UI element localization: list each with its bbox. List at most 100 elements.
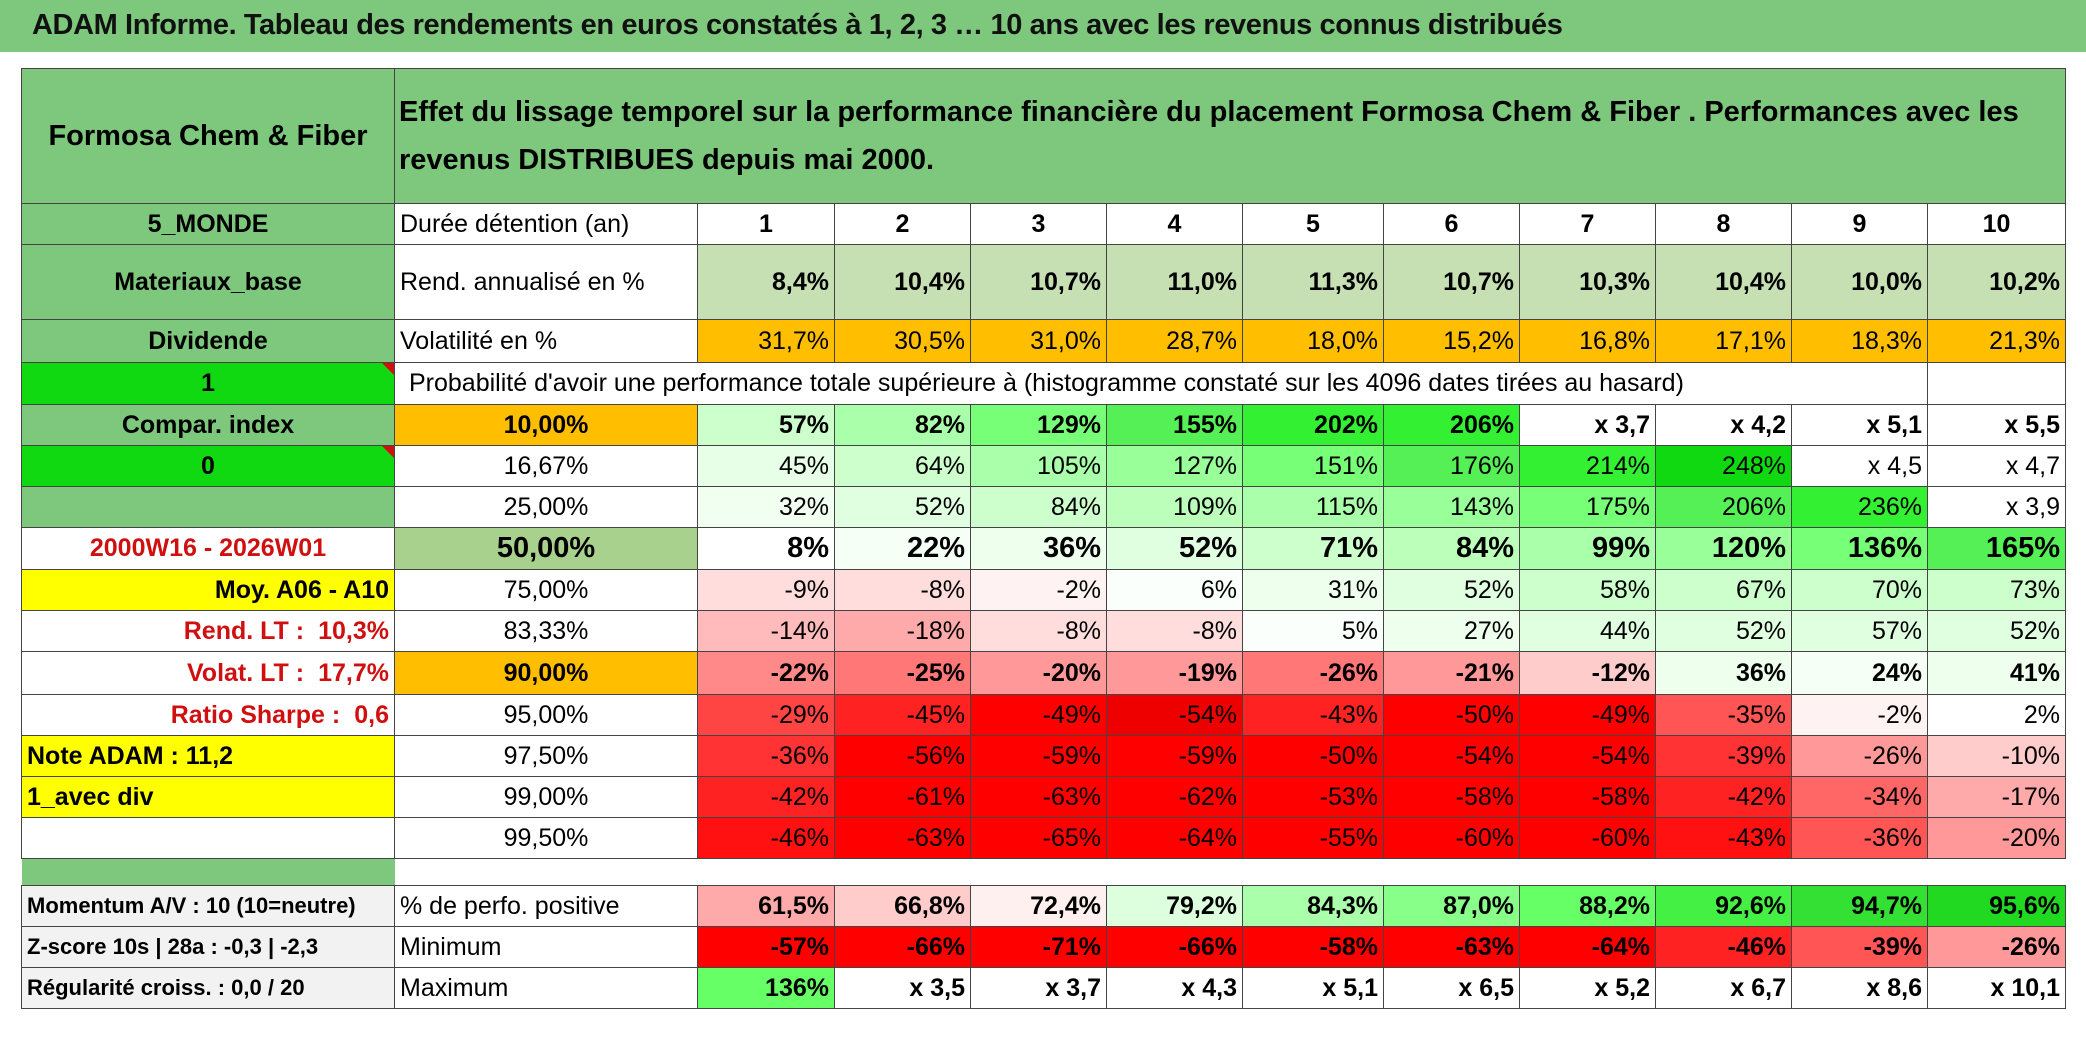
prob-value: 41% [1926, 651, 2067, 695]
volat-label: Volatilité en % [394, 319, 698, 363]
prob-value: x 5,1 [1791, 404, 1928, 446]
volat-value: 21,3% [1926, 319, 2067, 363]
prob-row: Compar. index 10,00% 57% 82% 129% 155% 202% 206… [21, 404, 2067, 446]
prob-value: -2% [1791, 694, 1928, 736]
perfo_pos-value: 92,6% [1655, 885, 1792, 927]
avec-div: 1_avec div [21, 776, 395, 818]
perfo-pos-label: % de perfo. positive [394, 885, 698, 927]
prob-value: 105% [970, 445, 1107, 487]
prob-value: -49% [1519, 694, 1656, 736]
prob-row: 0 16,67% 45% 64% 105% 127% 151% 176% 214% 248% x 4… [21, 445, 2067, 487]
maximum-value: x 5,1 [1242, 967, 1384, 1009]
perfo_pos-value: 88,2% [1519, 885, 1656, 927]
prob-value: 52% [1106, 527, 1243, 570]
prob-value: -17% [1926, 776, 2067, 818]
perfo_pos-value: 61,5% [697, 885, 835, 927]
prob-value: 52% [834, 486, 971, 528]
prob-value: 82% [834, 404, 971, 446]
prob-value: -62% [1106, 776, 1243, 818]
header-description: Effet du lissage temporel sur la perform… [393, 68, 2067, 204]
prob-value: -46% [697, 817, 835, 859]
maximum-value: x 10,1 [1926, 967, 2067, 1009]
prob-value: -35% [1655, 694, 1792, 736]
spacer-green-cell [21, 858, 395, 886]
maximum-row: Régularité croiss. : 0,0 / 20 Maximum 136%… [21, 967, 2067, 1009]
threshold-pct: 97,50% [394, 735, 698, 777]
prob-value: 27% [1383, 610, 1520, 652]
prob-value: 175% [1519, 486, 1656, 528]
prob-row: 25,00% 32% 52% 84% 109% 115% 143% 175% 206% 236% x… [21, 486, 2067, 528]
prob-value: 52% [1383, 569, 1520, 611]
prob-value: -59% [970, 735, 1107, 777]
rend-value: 11,3% [1242, 244, 1384, 320]
region-label: 5_MONDE [21, 203, 395, 245]
prob-value: -42% [1655, 776, 1792, 818]
prob-value: 248% [1655, 445, 1792, 487]
rend-lt: Rend. LT : 10,3% [21, 610, 395, 652]
prob-value: -29% [697, 694, 835, 736]
prob-value: -2% [970, 569, 1107, 611]
maximum-value: x 3,5 [834, 967, 971, 1009]
maximum-value: x 8,6 [1791, 967, 1928, 1009]
report-title-bar: ADAM Informe. Tableau des rendements en … [0, 0, 2086, 52]
rend-value: 11,0% [1106, 244, 1243, 320]
prob-value: 2% [1926, 694, 2067, 736]
perfo_pos-value: 94,7% [1791, 885, 1928, 927]
perfo_pos-value: 79,2% [1106, 885, 1243, 927]
minimum-value: -71% [970, 926, 1107, 968]
maximum-value: x 5,2 [1519, 967, 1656, 1009]
prob-value: 24% [1791, 651, 1928, 695]
minimum-value: -63% [1383, 926, 1520, 968]
moy-label: Moy. A06 - A10 [21, 569, 395, 611]
prob-value: -36% [1791, 817, 1928, 859]
prob-value: 52% [1926, 610, 2067, 652]
ratio-sharpe-label: Ratio Sharpe : [170, 700, 341, 729]
ratio-sharpe-value: 0,6 [354, 700, 389, 729]
prob-row: Ratio Sharpe :0,6 95,00% -29% -45% -49% -54% -… [21, 694, 2067, 736]
prob-value: -63% [970, 776, 1107, 818]
rend-value: 10,4% [1655, 244, 1792, 320]
prob-row: Note ADAM : 11,2 97,50% -36% -56% -59% -59% -5… [21, 735, 2067, 777]
maximum-label: Maximum [394, 967, 698, 1009]
prob-value: x 4,2 [1655, 404, 1792, 446]
year-header: 5 [1242, 203, 1384, 245]
rend-lt-value: 10,3% [318, 616, 389, 645]
maximum-value: x 4,3 [1106, 967, 1243, 1009]
prob-value: 206% [1655, 486, 1792, 528]
prob-value: 73% [1926, 569, 2067, 611]
prob-value: 129% [970, 404, 1107, 446]
note-adam: Note ADAM : 11,2 [21, 735, 395, 777]
prob-row: Rend. LT :10,3% 83,33% -14% -18% -8% -8% 5% 27%… [21, 610, 2067, 652]
prob-value: 127% [1106, 445, 1243, 487]
rend-value: 10,7% [970, 244, 1107, 320]
volat-value: 16,8% [1519, 319, 1656, 363]
spacer-blank-cell [395, 859, 2066, 886]
minimum-value: -64% [1519, 926, 1656, 968]
prob-value: -19% [1106, 651, 1243, 695]
maximum-value: x 3,7 [970, 967, 1107, 1009]
year-header: 6 [1383, 203, 1520, 245]
rend-row: Materiaux_base Rend. annualisé en % 8,4%… [21, 244, 2067, 320]
prob-value: 32% [697, 486, 835, 528]
prob-value: -59% [1106, 735, 1243, 777]
prob-value: -12% [1519, 651, 1656, 695]
prob-value: 64% [834, 445, 971, 487]
prob-value: x 5,5 [1926, 404, 2067, 446]
prob-value: -8% [970, 610, 1107, 652]
proba-label: Probabilité d'avoir une performance tota… [394, 362, 1928, 405]
volat-lt: Volat. LT : 17,7% [21, 651, 395, 695]
threshold-pct: 90,00% [394, 651, 698, 695]
prob-value: -26% [1242, 651, 1384, 695]
prob-value: -50% [1383, 694, 1520, 736]
prob-value: -22% [697, 651, 835, 695]
flag-0: 0 [21, 445, 395, 487]
volat-value: 15,2% [1383, 319, 1520, 363]
prob-value: 84% [1383, 527, 1520, 570]
minimum-value: -46% [1655, 926, 1792, 968]
perfo_pos-value: 66,8% [834, 885, 971, 927]
prob-value: 214% [1519, 445, 1656, 487]
prob-value: 84% [970, 486, 1107, 528]
prob-value: -58% [1519, 776, 1656, 818]
minimum-value: -66% [834, 926, 971, 968]
duree-label: Durée détention (an) [394, 203, 698, 245]
